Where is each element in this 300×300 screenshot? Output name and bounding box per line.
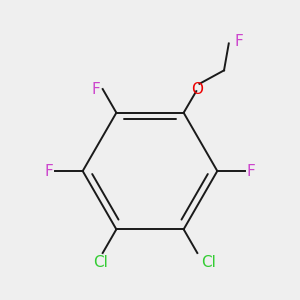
Text: F: F <box>92 82 100 97</box>
Text: O: O <box>191 82 203 97</box>
Text: F: F <box>234 34 243 49</box>
Text: F: F <box>247 164 256 178</box>
Text: Cl: Cl <box>202 255 216 270</box>
Text: Cl: Cl <box>93 255 108 270</box>
Text: F: F <box>44 164 53 178</box>
